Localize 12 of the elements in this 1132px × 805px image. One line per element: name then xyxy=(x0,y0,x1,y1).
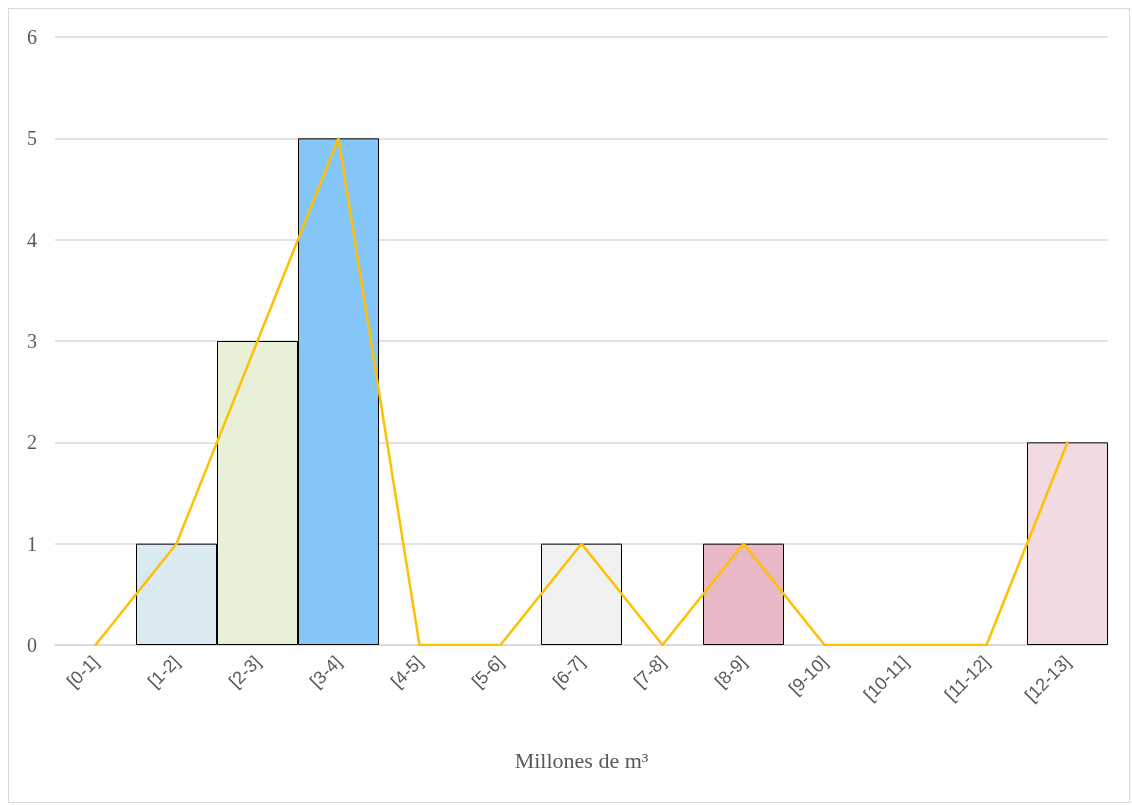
y-tick-label: 4 xyxy=(27,228,37,251)
y-tick-label: 1 xyxy=(27,532,37,555)
y-tick-label: 0 xyxy=(27,634,37,656)
y-tick-label: 6 xyxy=(27,26,37,48)
y-tick-label: 3 xyxy=(27,330,37,352)
line-series xyxy=(94,137,1069,647)
x-axis-title: Millones de m³ xyxy=(514,747,649,773)
bar xyxy=(541,543,622,645)
y-tick-label: 5 xyxy=(27,127,37,150)
y-tick-label: 2 xyxy=(27,431,37,454)
bar xyxy=(1027,442,1108,645)
bar xyxy=(703,543,784,645)
